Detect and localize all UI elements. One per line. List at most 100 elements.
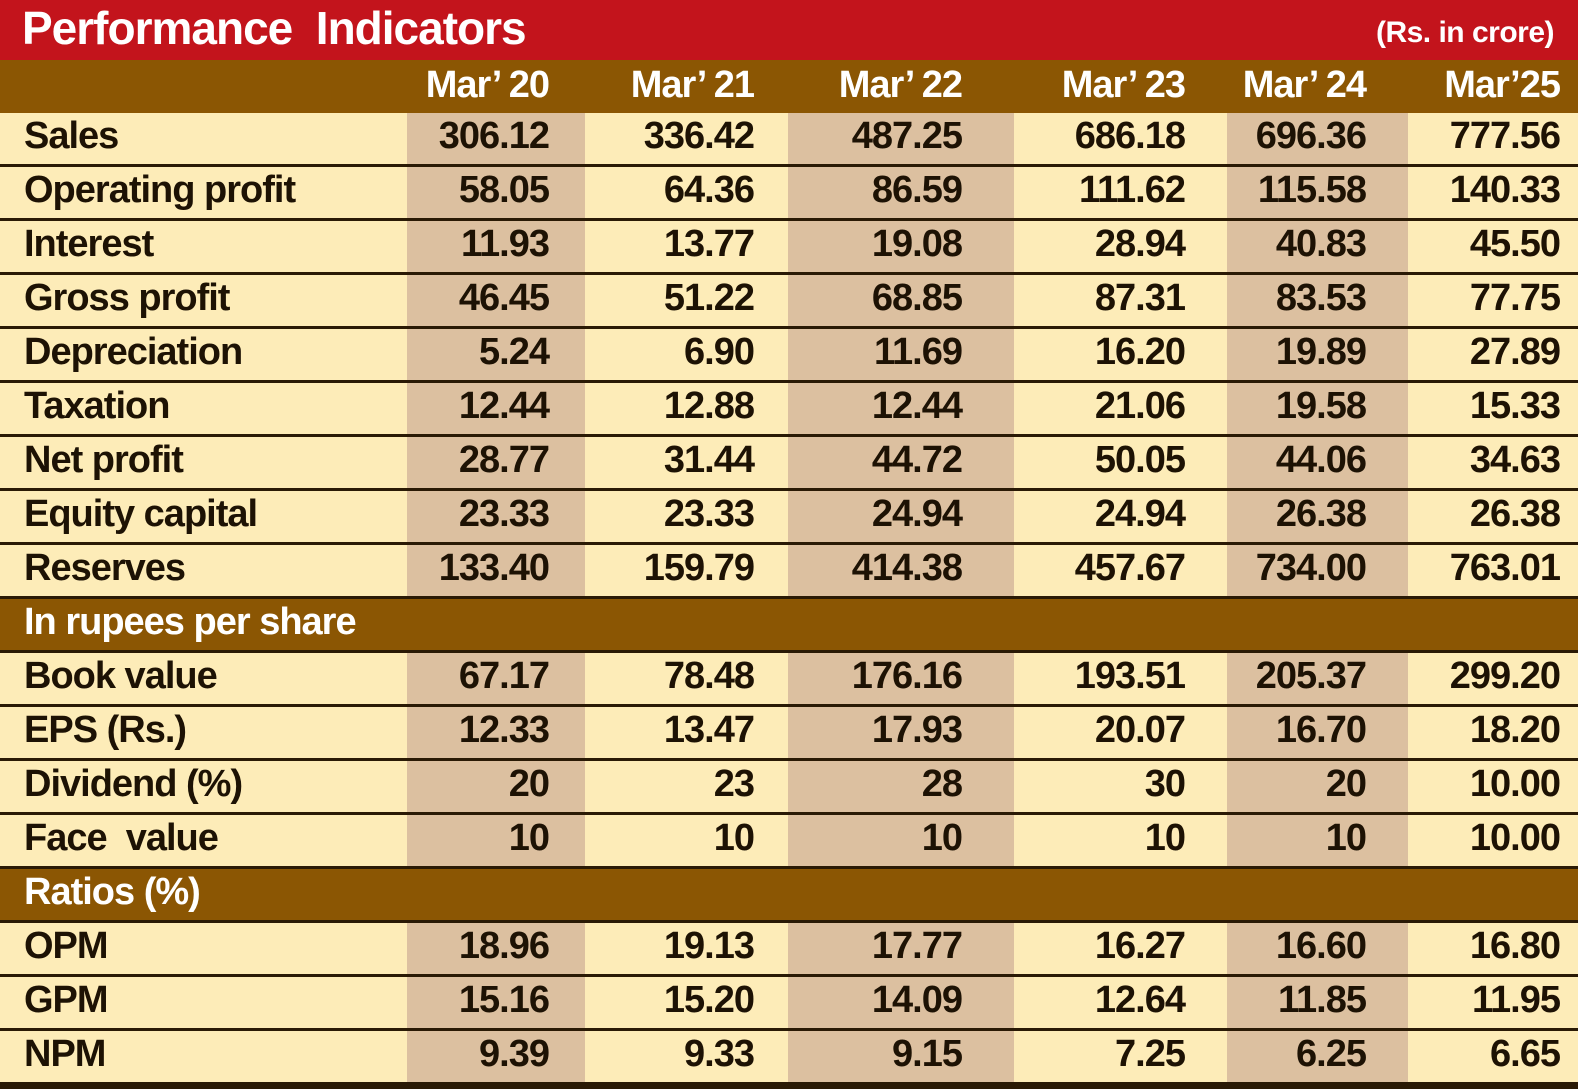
column-header: Mar’ 20 (425, 64, 550, 106)
value-cell: 15.20 (585, 977, 788, 1028)
value-cell: 20 (1227, 761, 1408, 812)
title-bar (0, 0, 1578, 60)
value-cell: 12.44 (407, 383, 585, 434)
value-cell: 6.65 (1408, 1031, 1578, 1082)
row-label: Sales (0, 113, 407, 164)
value-cell: 16.80 (1408, 923, 1578, 974)
value-cell: 77.75 (1408, 275, 1578, 326)
value-cell: 17.93 (788, 707, 1014, 758)
value-cell: 31.44 (585, 437, 788, 488)
value-cell: 696.36 (1227, 113, 1408, 164)
value-cell: 28.94 (1014, 221, 1227, 272)
value-cell: 20 (407, 761, 585, 812)
value-cell: 14.09 (788, 977, 1014, 1028)
value-cell: 12.88 (585, 383, 788, 434)
value-cell: 50.05 (1014, 437, 1227, 488)
value-cell: 306.12 (407, 113, 585, 164)
value-cell: 16.27 (1014, 923, 1227, 974)
value-cell: 87.31 (1014, 275, 1227, 326)
column-header: Mar’ 21 (630, 64, 755, 106)
value-cell: 159.79 (585, 545, 788, 596)
value-cell: 487.25 (788, 113, 1014, 164)
row-label: Operating profit (0, 167, 407, 218)
column-header: Mar’ 23 (1061, 64, 1186, 106)
value-cell: 140.33 (1408, 167, 1578, 218)
value-cell: 205.37 (1227, 653, 1408, 704)
row-label: Net profit (0, 437, 407, 488)
value-cell: 15.33 (1408, 383, 1578, 434)
value-cell: 51.22 (585, 275, 788, 326)
value-cell: 11.95 (1408, 977, 1578, 1028)
section-header: In rupees per share (0, 599, 1578, 650)
value-cell: 58.05 (407, 167, 585, 218)
value-cell: 7.25 (1014, 1031, 1227, 1082)
value-cell: 44.06 (1227, 437, 1408, 488)
value-cell: 6.25 (1227, 1031, 1408, 1082)
value-cell: 24.94 (788, 491, 1014, 542)
value-cell: 686.18 (1014, 113, 1227, 164)
value-cell: 9.33 (585, 1031, 788, 1082)
value-cell: 115.58 (1227, 167, 1408, 218)
value-cell: 414.38 (788, 545, 1014, 596)
value-cell: 11.85 (1227, 977, 1408, 1028)
value-cell: 336.42 (585, 113, 788, 164)
value-cell: 40.83 (1227, 221, 1408, 272)
value-cell: 83.53 (1227, 275, 1408, 326)
value-cell: 19.13 (585, 923, 788, 974)
value-cell: 19.89 (1227, 329, 1408, 380)
column-header: Mar’25 (1444, 64, 1561, 106)
value-cell: 11.93 (407, 221, 585, 272)
value-cell: 46.45 (407, 275, 585, 326)
value-cell: 13.77 (585, 221, 788, 272)
value-cell: 86.59 (788, 167, 1014, 218)
value-cell: 67.17 (407, 653, 585, 704)
column-header: Mar’ 24 (1242, 64, 1367, 106)
row-label: Face value (0, 815, 407, 866)
value-cell: 28 (788, 761, 1014, 812)
value-cell: 12.33 (407, 707, 585, 758)
value-cell: 16.20 (1014, 329, 1227, 380)
value-cell: 23.33 (407, 491, 585, 542)
value-cell: 20.07 (1014, 707, 1227, 758)
value-cell: 193.51 (1014, 653, 1227, 704)
value-cell: 10 (1014, 815, 1227, 866)
header-row (0, 60, 1578, 113)
value-cell: 78.48 (585, 653, 788, 704)
value-cell: 45.50 (1408, 221, 1578, 272)
value-cell: 16.60 (1227, 923, 1408, 974)
value-cell: 11.69 (788, 329, 1014, 380)
value-cell: 133.40 (407, 545, 585, 596)
value-cell: 10.00 (1408, 815, 1578, 866)
row-label: Depreciation (0, 329, 407, 380)
value-cell: 10 (585, 815, 788, 866)
value-cell: 457.67 (1014, 545, 1227, 596)
value-cell: 5.24 (407, 329, 585, 380)
value-cell: 18.96 (407, 923, 585, 974)
row-label: GPM (0, 977, 407, 1028)
value-cell: 18.20 (1408, 707, 1578, 758)
value-cell: 17.77 (788, 923, 1014, 974)
value-cell: 21.06 (1014, 383, 1227, 434)
title: Performance Indicators (22, 2, 527, 54)
value-cell: 19.58 (1227, 383, 1408, 434)
value-cell: 763.01 (1408, 545, 1578, 596)
value-cell: 10 (788, 815, 1014, 866)
value-cell: 13.47 (585, 707, 788, 758)
section-header: Ratios (%) (0, 869, 1578, 920)
row-label: EPS (Rs.) (0, 707, 407, 758)
value-cell: 16.70 (1227, 707, 1408, 758)
value-cell: 9.39 (407, 1031, 585, 1082)
value-cell: 734.00 (1227, 545, 1408, 596)
value-cell: 24.94 (1014, 491, 1227, 542)
value-cell: 64.36 (585, 167, 788, 218)
value-cell: 6.90 (585, 329, 788, 380)
value-cell: 9.15 (788, 1031, 1014, 1082)
value-cell: 12.64 (1014, 977, 1227, 1028)
value-cell: 10 (1227, 815, 1408, 866)
value-cell: 176.16 (788, 653, 1014, 704)
row-label: NPM (0, 1031, 407, 1082)
row-label: Gross profit (0, 275, 407, 326)
value-cell: 34.63 (1408, 437, 1578, 488)
value-cell: 44.72 (788, 437, 1014, 488)
